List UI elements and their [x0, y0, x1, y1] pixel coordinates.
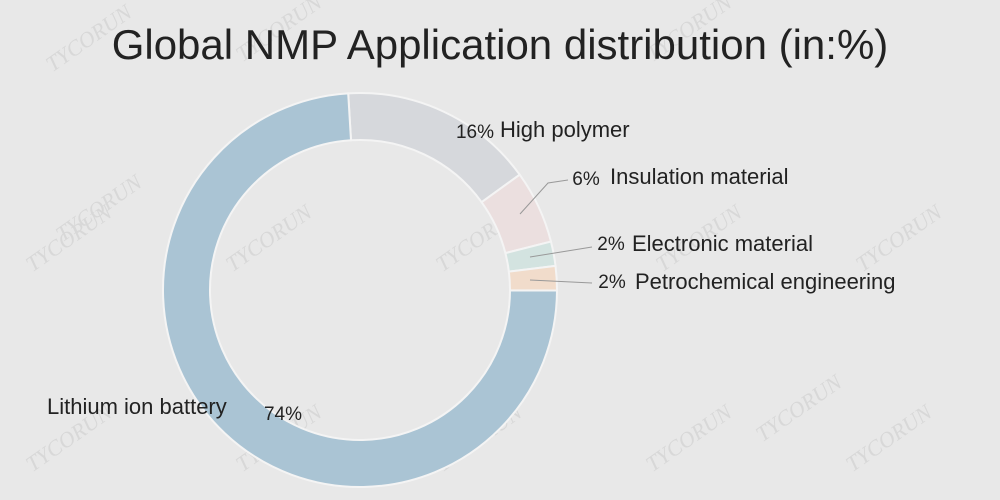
- leader-line: [519, 179, 569, 215]
- donut-slice: [162, 92, 559, 488]
- slice-label: High polymer: [500, 117, 630, 142]
- value-label: 2%: [597, 234, 625, 255]
- slice-label: Lithium ion battery: [47, 394, 227, 419]
- slice-label: Insulation material: [610, 164, 789, 189]
- leader-line: [529, 246, 593, 258]
- value-label: 2%: [598, 272, 626, 293]
- chart-title: Global NMP Application distribution (in:…: [112, 21, 889, 68]
- value-label: 16%: [456, 122, 494, 143]
- value-label: 6%: [572, 169, 600, 190]
- slice-label: Electronic material: [632, 231, 813, 256]
- value-label: 74%: [264, 404, 302, 425]
- slice-label: Petrochemical engineering: [635, 269, 896, 294]
- leader-line: [529, 279, 593, 284]
